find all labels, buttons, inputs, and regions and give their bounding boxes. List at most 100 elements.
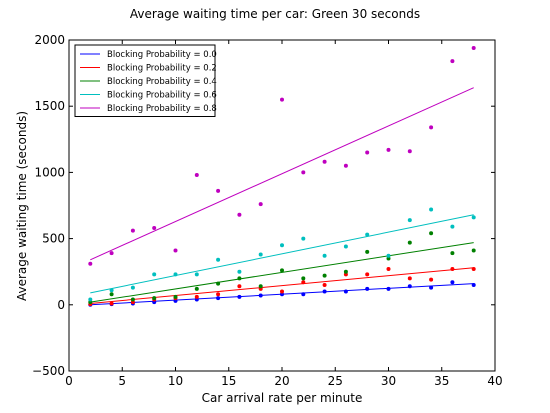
data-point [365,272,370,277]
y-tick-label: 0 [57,298,65,312]
data-point [258,252,263,257]
data-point [194,286,199,291]
data-point [301,170,306,175]
data-point [194,294,199,299]
trend-line [90,214,474,294]
data-point [386,147,391,152]
x-tick-label: 25 [328,374,343,388]
trend-line [90,267,474,304]
x-tick-label: 0 [65,374,73,388]
data-point [386,286,391,291]
legend-label: Blocking Probability = 0.4 [107,77,217,87]
data-point [450,224,455,229]
x-tick-label: 10 [168,374,183,388]
data-point [109,288,114,293]
data-point [237,294,242,299]
data-point [237,269,242,274]
x-tick-label: 30 [381,374,396,388]
trend-line [90,87,474,261]
x-tick-label: 35 [434,374,449,388]
data-point [258,284,263,289]
data-point [450,280,455,285]
data-point [280,268,284,273]
data-point [322,273,327,278]
data-point [301,276,306,281]
x-axis-label: Car arrival rate per minute [202,391,363,405]
data-point [237,212,242,217]
data-point [130,285,135,290]
data-point [407,284,412,289]
data-point [471,267,476,272]
data-point [322,159,327,164]
data-point [130,297,135,302]
data-point [280,243,284,248]
data-point [301,236,306,241]
data-point [173,272,178,277]
x-tick-label: 20 [274,374,289,388]
data-point [343,244,348,249]
data-point [407,276,412,281]
data-point [450,251,455,256]
data-point [152,272,157,277]
data-point [280,97,284,102]
data-point [429,277,434,282]
data-point [429,207,434,212]
data-point [322,282,327,287]
data-point [322,253,327,258]
y-tick-label: 500 [42,232,65,246]
data-point [152,296,157,301]
data-point [386,267,391,272]
data-point [429,125,434,130]
y-tick-label: −500 [32,364,65,378]
data-point [88,261,93,266]
data-point [407,240,412,245]
data-point [429,231,434,236]
data-point [173,248,178,253]
x-tick-label: 5 [118,374,126,388]
data-point [216,257,221,262]
series-3 [88,207,476,302]
x-tick-label: 15 [221,374,236,388]
data-point [216,188,221,193]
data-point [109,292,114,297]
data-point [109,301,114,306]
data-point [237,284,242,289]
series-4 [88,45,476,266]
x-tick-label: 40 [487,374,502,388]
y-tick-label: 1500 [34,99,65,113]
data-point [258,202,263,207]
data-point [152,226,157,231]
data-point [365,232,370,237]
data-point [471,45,476,50]
data-point [194,173,199,178]
data-marks [88,45,476,307]
data-point [386,253,391,258]
data-point [109,251,114,256]
legend-label: Blocking Probability = 0.8 [107,104,217,114]
legend-label: Blocking Probability = 0.2 [107,64,217,74]
data-point [471,215,476,220]
data-point [429,285,434,290]
data-point [301,280,306,285]
data-point [173,294,178,299]
data-point [130,228,135,233]
data-point [216,292,221,297]
data-point [216,281,221,286]
data-point [301,292,306,297]
data-point [407,149,412,154]
data-point [365,286,370,291]
data-point [471,248,476,253]
data-point [471,282,476,287]
y-axis-label: Average waiting time (seconds) [15,111,29,301]
y-tick-label: 2000 [34,33,65,47]
legend-label: Blocking Probability = 0.6 [107,91,217,101]
data-point [88,297,93,302]
data-point [322,289,327,294]
data-point [343,269,348,274]
data-point [343,163,348,168]
data-point [194,272,199,277]
data-point [343,289,348,294]
y-tick-label: 1000 [34,165,65,179]
